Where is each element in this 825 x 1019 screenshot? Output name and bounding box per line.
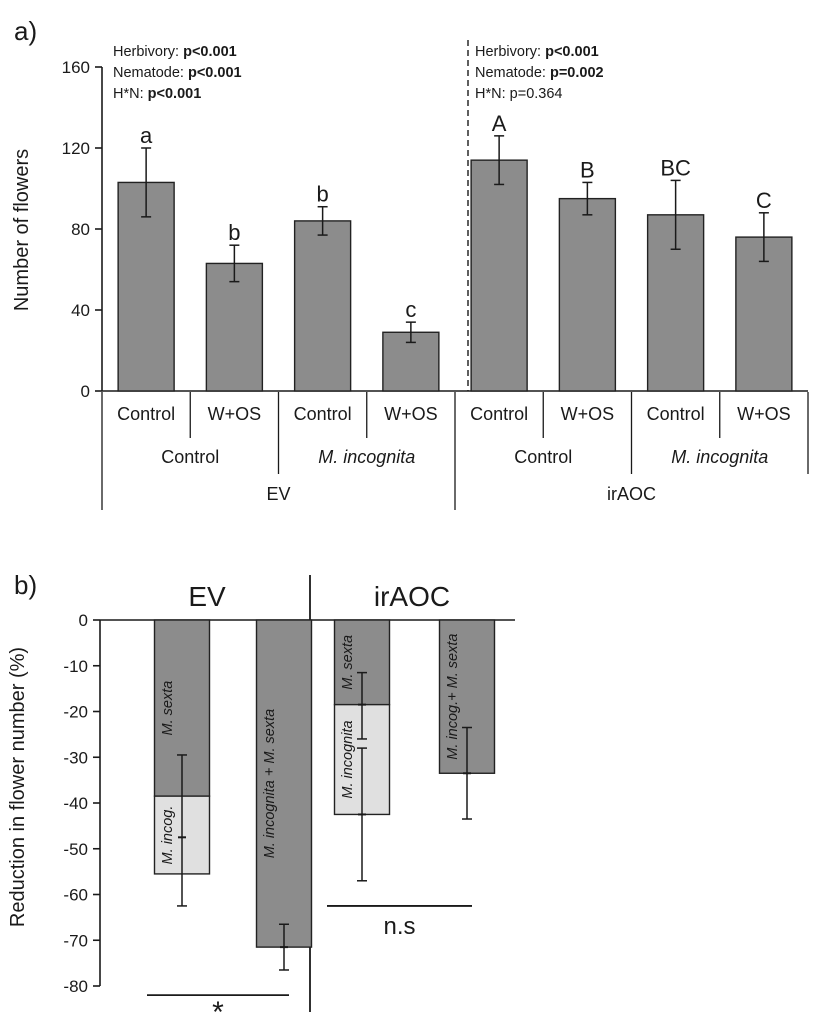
- genotype-label: EV: [266, 484, 290, 504]
- segment-label: M. sexta: [340, 635, 356, 690]
- y-tick-label: -80: [63, 977, 88, 996]
- stat-p-value: p=0.002: [550, 65, 604, 81]
- stat-p-value: p<0.001: [188, 65, 242, 81]
- stat-term: Herbivory:: [113, 44, 183, 60]
- nematode-group-label: M. incognita: [318, 447, 415, 467]
- panel-b-label: b): [14, 570, 37, 600]
- stat-p-value: p<0.001: [183, 44, 237, 60]
- stat-term: H*N:: [475, 86, 510, 102]
- significance-letter: a: [140, 123, 153, 148]
- significance-letter: B: [580, 157, 595, 182]
- treatment-label: W+OS: [561, 404, 615, 424]
- panel-a-category-labels: Control W+OS Control W+OS Control W+OS Control…: [101, 392, 809, 510]
- stat-term: Nematode:: [475, 65, 550, 81]
- significance-label: n.s: [383, 913, 415, 940]
- panel-b-labels: EV irAOC M. sexta M. incog. M. incognita + M…: [147, 581, 472, 1019]
- panel-b-y-axis-label: Reduction in flower number (%): [7, 647, 29, 927]
- y-tick-label: 160: [62, 58, 90, 77]
- y-tick-label: -60: [63, 886, 88, 905]
- stat-term: H*N:: [113, 86, 148, 102]
- bar: [205, 262, 264, 392]
- treatment-label: W+OS: [208, 404, 262, 424]
- stat-p-value: p<0.001: [545, 44, 599, 60]
- panel-a-y-axis-label: Number of flowers: [11, 149, 33, 311]
- panel-a: a) Number of flowers 0 40 80 120 160 a b b c A B B…: [11, 16, 809, 510]
- y-tick-label: 80: [71, 220, 90, 239]
- stat-line: Nematode: p=0.002: [475, 65, 604, 81]
- segment-label: M. incognita + M. sexta: [262, 709, 278, 859]
- y-tick-label: 40: [71, 301, 90, 320]
- nematode-group-label: Control: [161, 447, 219, 467]
- treatment-label: W+OS: [737, 404, 791, 424]
- y-tick-label: 120: [62, 139, 90, 158]
- segment-label: M. sexta: [160, 681, 176, 736]
- segment-label: M. incog.: [160, 806, 176, 865]
- treatment-label: Control: [117, 404, 175, 424]
- bar: [558, 197, 617, 392]
- stat-line: Herbivory: p<0.001: [113, 44, 237, 60]
- nematode-group-label: Control: [514, 447, 572, 467]
- y-tick-label: 0: [81, 382, 90, 401]
- significance-letter: b: [317, 182, 329, 207]
- stat-p-value: p<0.001: [148, 86, 202, 102]
- stat-line: Herbivory: p<0.001: [475, 44, 599, 60]
- stat-p-value: p=0.364: [510, 86, 563, 102]
- panel-a-label: a): [14, 16, 37, 46]
- stat-line: Nematode: p<0.001: [113, 65, 242, 81]
- bar: [293, 220, 352, 392]
- stat-term: Nematode:: [113, 65, 188, 81]
- nematode-group-label: M. incognita: [671, 447, 768, 467]
- treatment-label: Control: [470, 404, 528, 424]
- y-tick-label: -40: [63, 794, 88, 813]
- genotype-label: EV: [188, 581, 226, 612]
- stat-line: H*N: p<0.001: [113, 86, 201, 102]
- stat-line: H*N: p=0.364: [475, 86, 562, 102]
- significance-letter: C: [756, 188, 772, 213]
- treatment-label: Control: [647, 404, 705, 424]
- bar: [470, 159, 528, 392]
- y-tick-label: -20: [63, 703, 88, 722]
- y-tick-label: 0: [79, 611, 88, 630]
- segment-label: M. incog.+ M. sexta: [445, 634, 461, 760]
- y-tick-label: -10: [63, 657, 88, 676]
- significance-letter: c: [405, 297, 416, 322]
- significance-letter: A: [492, 111, 507, 136]
- treatment-label: Control: [294, 404, 352, 424]
- panel-b-bars: [153, 619, 496, 971]
- y-tick-label: -50: [63, 840, 88, 859]
- genotype-label: irAOC: [374, 581, 450, 612]
- y-tick-label: -30: [63, 748, 88, 767]
- segment-label: M. incognita: [340, 720, 356, 798]
- y-tick-label: -70: [63, 931, 88, 950]
- significance-label: *: [212, 996, 224, 1019]
- panel-b: b) Reduction in flower number (%) 0 -10 -2…: [7, 570, 515, 1019]
- bar-segment: [255, 619, 313, 948]
- stat-term: Herbivory:: [475, 44, 545, 60]
- bar: [735, 236, 793, 392]
- panel-a-bars: a b b c A B BC C: [117, 111, 793, 392]
- significance-letter: b: [228, 220, 240, 245]
- significance-letter: BC: [660, 155, 691, 180]
- genotype-label: irAOC: [607, 484, 656, 504]
- treatment-label: W+OS: [384, 404, 438, 424]
